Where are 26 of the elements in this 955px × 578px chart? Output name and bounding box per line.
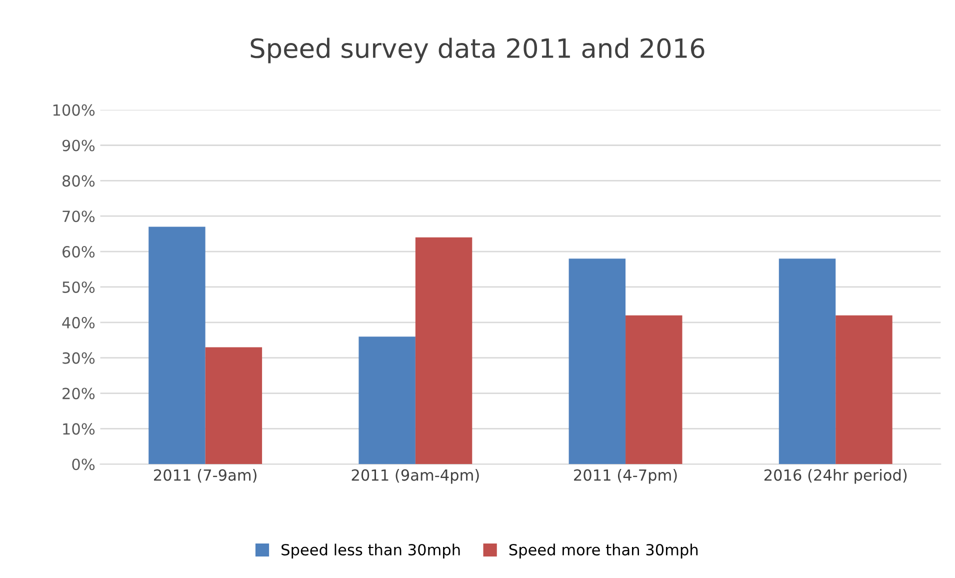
bar <box>358 336 416 464</box>
y-tick-label: 30% <box>62 352 95 364</box>
y-tick-label: 0% <box>72 458 95 470</box>
bar <box>836 315 892 464</box>
y-tick-label: 50% <box>62 281 95 293</box>
legend-label: Speed more than 30mph <box>509 544 698 558</box>
y-tick-label: 70% <box>62 210 95 222</box>
x-tick-label: 2011 (4-7pm) <box>574 469 677 484</box>
y-tick-label: 60% <box>62 246 95 258</box>
bar <box>568 258 626 464</box>
legend-label: Speed less than 30mph <box>282 544 460 558</box>
x-tick-label: 2011 (9am-4pm) <box>352 469 479 484</box>
y-tick-label: 20% <box>62 388 95 400</box>
y-tick-label: 90% <box>62 140 95 152</box>
x-tick-label: 2011 (7-9am) <box>154 469 256 483</box>
x-tick-label: 2016 (24hr period) <box>764 468 907 484</box>
y-tick-label: 100% <box>53 104 95 116</box>
bar <box>626 315 682 464</box>
y-tick-label: 10% <box>63 423 95 435</box>
y-tick-label: 80% <box>62 175 95 187</box>
bar <box>148 226 206 464</box>
bar <box>778 258 836 464</box>
bar <box>415 237 472 464</box>
bar <box>205 347 262 464</box>
chart-title: Speed survey data 2011 and 2016 <box>250 38 704 64</box>
y-tick-label: 40% <box>62 316 95 328</box>
